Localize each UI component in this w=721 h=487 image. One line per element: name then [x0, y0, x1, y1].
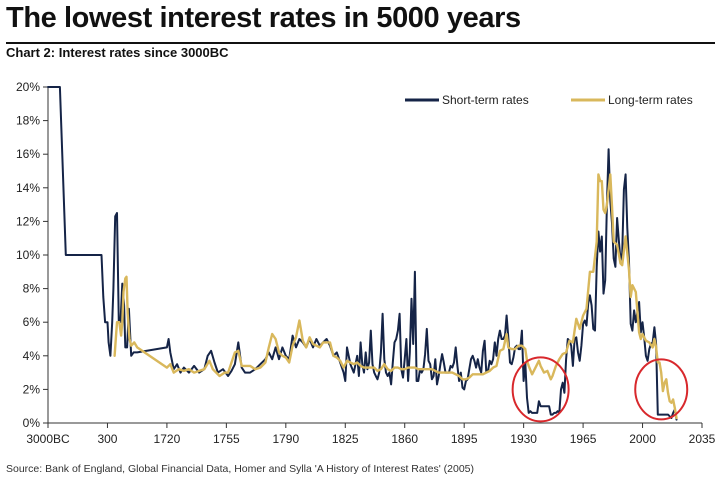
chart-legend: Short-term rates Long-term rates	[405, 93, 693, 107]
y-tick-label: 18%	[16, 114, 40, 128]
x-tick-label: 3000BC	[26, 432, 70, 446]
y-tick-labels: 0% 2% 4% 6% 8% 10% 12% 14% 16% 18% 20%	[16, 80, 40, 430]
x-tick-label: 1825	[332, 432, 359, 446]
y-tick-label: 16%	[16, 147, 40, 161]
chart-axes	[43, 86, 703, 428]
y-tick-label: 8%	[23, 282, 41, 296]
x-tick-label: 1790	[272, 432, 299, 446]
highlight-circle-2010s	[634, 358, 689, 421]
x-tick-label: 1965	[570, 432, 597, 446]
y-tick-label: 20%	[16, 80, 40, 94]
short-term-rates-line	[47, 86, 678, 421]
legend-label-long-term: Long-term rates	[608, 93, 693, 107]
highlight-circle-1930s	[511, 356, 570, 423]
y-tick-label: 4%	[23, 349, 41, 363]
x-tick-label: 1720	[154, 432, 181, 446]
y-tick-label: 12%	[16, 214, 40, 228]
y-tick-label: 6%	[23, 315, 41, 329]
x-tick-label: 2000	[629, 432, 656, 446]
title-rule	[6, 42, 715, 44]
y-tick-label: 14%	[16, 181, 40, 195]
y-tick-label: 10%	[16, 248, 40, 262]
x-tick-label: 300	[97, 432, 117, 446]
x-tick-label: 1860	[391, 432, 418, 446]
x-tick-labels: 3000BC 300 1720 1755 1790 1825 1860 1895 1930 196…	[26, 432, 715, 446]
x-tick-label: 1755	[213, 432, 240, 446]
source-note: Source: Bank of England, Global Financia…	[6, 463, 474, 475]
highlight-circles	[511, 356, 689, 423]
long-term-rates-line	[113, 173, 678, 420]
headline: The lowest interest rates in 5000 years	[6, 2, 521, 34]
y-tick-label: 2%	[23, 382, 41, 396]
x-tick-label: 1930	[510, 432, 537, 446]
series-lines	[47, 86, 678, 421]
x-tick-label: 1895	[451, 432, 478, 446]
y-tick-label: 0%	[23, 416, 41, 430]
legend-label-short-term: Short-term rates	[442, 93, 529, 107]
x-tick-label: 2035	[689, 432, 716, 446]
chart-subtitle: Chart 2: Interest rates since 3000BC	[6, 45, 229, 60]
